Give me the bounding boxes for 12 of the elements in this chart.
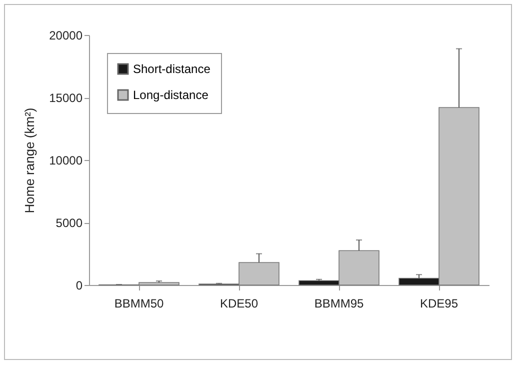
x-tick-label: KDE95 bbox=[420, 296, 458, 310]
x-tick-label: BBMM50 bbox=[114, 296, 164, 310]
y-tick-label: 10000 bbox=[49, 154, 83, 168]
x-tick-label: KDE50 bbox=[220, 296, 258, 310]
x-tick-label: BBMM95 bbox=[314, 296, 364, 310]
y-axis-title: Home range (km²) bbox=[22, 108, 38, 214]
y-tick-label: 15000 bbox=[49, 91, 83, 105]
legend-label: Long-distance bbox=[133, 88, 209, 102]
y-tick-label: 5000 bbox=[56, 216, 83, 230]
y-tick-label: 20000 bbox=[49, 28, 83, 42]
legend-label: Short-distance bbox=[133, 62, 211, 76]
y-tick-label: 0 bbox=[76, 278, 83, 292]
